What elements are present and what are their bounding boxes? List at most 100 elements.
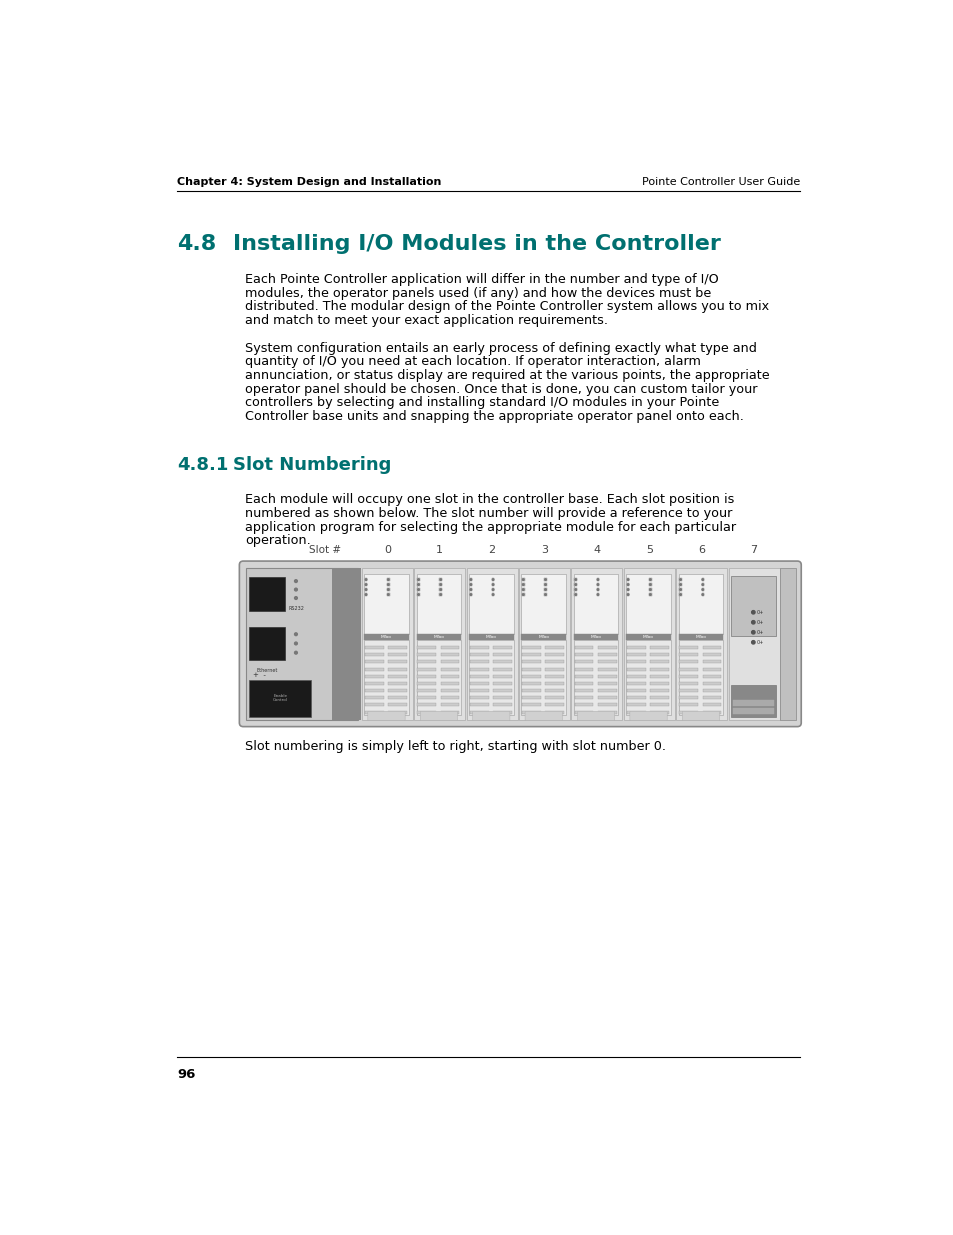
Text: Each module will occupy one slot in the controller base. Each slot position is: Each module will occupy one slot in the … <box>245 493 734 506</box>
Circle shape <box>294 597 297 599</box>
Circle shape <box>627 589 628 590</box>
Bar <box>626 661 645 663</box>
Bar <box>469 689 488 692</box>
Bar <box>702 697 720 699</box>
Bar <box>469 646 488 650</box>
Circle shape <box>751 641 754 643</box>
Bar <box>364 640 409 715</box>
Bar <box>521 574 565 634</box>
Bar <box>596 583 598 587</box>
Bar <box>598 646 616 650</box>
Circle shape <box>492 589 494 590</box>
Bar <box>544 583 546 587</box>
Bar <box>544 588 546 592</box>
Text: Slot Numbering: Slot Numbering <box>233 456 391 474</box>
Bar <box>416 578 419 582</box>
Bar <box>518 568 569 720</box>
Circle shape <box>439 594 441 595</box>
Circle shape <box>649 579 651 580</box>
Bar <box>440 661 459 663</box>
Bar <box>650 668 668 671</box>
Bar <box>650 674 668 678</box>
Bar <box>545 668 563 671</box>
Text: and match to meet your exact application requirements.: and match to meet your exact application… <box>245 314 607 327</box>
Text: Ethernet: Ethernet <box>256 668 277 673</box>
Text: 7: 7 <box>750 545 757 555</box>
Bar <box>469 653 488 656</box>
Bar <box>493 646 512 650</box>
Bar <box>364 588 367 592</box>
Circle shape <box>679 594 680 595</box>
Circle shape <box>439 584 441 585</box>
Bar <box>521 583 524 587</box>
Bar <box>678 640 722 715</box>
Bar <box>521 588 524 592</box>
Bar <box>626 578 629 582</box>
Bar <box>648 583 651 587</box>
Text: MToo: MToo <box>590 635 601 640</box>
Text: Controller base units and snapping the appropriate operator panel onto each.: Controller base units and snapping the a… <box>245 410 743 424</box>
Bar <box>574 682 593 685</box>
Text: 6: 6 <box>698 545 704 555</box>
Bar <box>626 682 645 685</box>
Bar <box>702 661 720 663</box>
Bar <box>387 588 389 592</box>
Bar <box>574 578 577 582</box>
FancyBboxPatch shape <box>368 711 405 720</box>
Bar <box>492 593 494 597</box>
Bar <box>521 710 540 714</box>
Bar <box>440 668 459 671</box>
Bar <box>545 646 563 650</box>
Text: 0+: 0+ <box>756 610 763 615</box>
Bar <box>249 577 285 611</box>
Bar <box>598 704 616 706</box>
Bar <box>469 661 488 663</box>
Bar <box>679 588 681 592</box>
Text: Chapter 4: System Design and Installation: Chapter 4: System Design and Installatio… <box>177 177 441 186</box>
Text: controllers by selecting and installing standard I/O modules in your Pointe: controllers by selecting and installing … <box>245 396 719 410</box>
Bar <box>650 710 668 714</box>
Bar <box>728 568 779 720</box>
Text: 4.8.1: 4.8.1 <box>177 456 229 474</box>
Text: MToo: MToo <box>695 635 705 640</box>
Circle shape <box>294 632 297 636</box>
Bar <box>388 697 407 699</box>
Bar <box>469 583 472 587</box>
Text: 3: 3 <box>540 545 547 555</box>
Circle shape <box>417 584 418 585</box>
Bar <box>544 593 546 597</box>
Bar <box>388 653 407 656</box>
Bar <box>416 674 436 678</box>
FancyBboxPatch shape <box>239 561 801 726</box>
Bar <box>365 682 383 685</box>
Bar <box>416 697 436 699</box>
Bar <box>493 661 512 663</box>
Bar <box>493 674 512 678</box>
Circle shape <box>751 631 754 634</box>
Bar <box>388 689 407 692</box>
Bar <box>387 583 389 587</box>
Bar <box>249 679 311 716</box>
Circle shape <box>597 594 598 595</box>
Bar <box>521 646 540 650</box>
Bar <box>388 682 407 685</box>
Circle shape <box>470 589 471 590</box>
Circle shape <box>365 584 367 585</box>
Text: 4.8: 4.8 <box>177 235 216 254</box>
Text: Installing I/O Modules in the Controller: Installing I/O Modules in the Controller <box>233 235 720 254</box>
Bar <box>574 674 593 678</box>
Bar <box>574 646 593 650</box>
Bar <box>702 689 720 692</box>
Bar <box>596 588 598 592</box>
Bar <box>469 634 513 640</box>
Text: MToo: MToo <box>485 635 497 640</box>
Bar <box>650 697 668 699</box>
Bar <box>493 704 512 706</box>
Bar <box>521 593 524 597</box>
Bar <box>650 689 668 692</box>
Bar <box>598 710 616 714</box>
Bar <box>679 689 698 692</box>
Bar <box>416 710 436 714</box>
Circle shape <box>701 584 702 585</box>
Bar <box>521 674 540 678</box>
